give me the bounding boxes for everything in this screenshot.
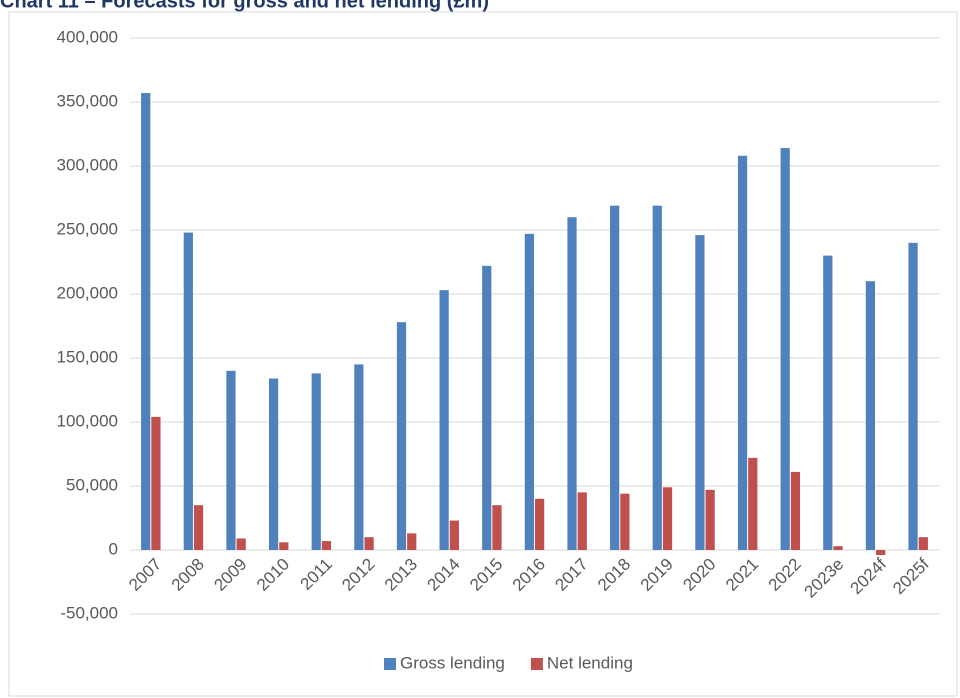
- bar: [610, 205, 620, 550]
- bar: [236, 538, 246, 550]
- x-tick-label: 2022: [765, 555, 805, 595]
- y-tick-label: 150,000: [57, 347, 118, 366]
- bar: [737, 155, 748, 550]
- x-tick-label: 2008: [168, 555, 208, 595]
- bar: [183, 232, 193, 550]
- x-tick-label: 2011: [297, 555, 336, 594]
- chart-frame: [8, 11, 958, 697]
- bar: [354, 364, 364, 550]
- x-tick-label: 2017: [551, 555, 591, 595]
- x-tick-label: 2015: [466, 555, 506, 595]
- bar: [780, 148, 790, 550]
- x-tick-label: 2021: [722, 555, 762, 595]
- x-tick-label: 2020: [679, 555, 719, 595]
- bar: [567, 217, 577, 550]
- bar: [268, 378, 279, 550]
- bar: [193, 505, 204, 550]
- bar: [695, 235, 705, 550]
- bar: [321, 541, 332, 550]
- bar: [279, 542, 289, 550]
- x-tick-label: 2019: [637, 555, 677, 595]
- x-tick-label: 2025f: [889, 554, 933, 598]
- bar: [311, 373, 321, 550]
- legend-label: Gross lending: [400, 653, 505, 672]
- bar: [748, 457, 758, 550]
- bar: [705, 489, 715, 550]
- x-tick-label: 2018: [594, 555, 634, 595]
- y-tick-label: 0: [109, 539, 118, 558]
- y-tick-label: 250,000: [57, 219, 118, 238]
- bar: [620, 493, 630, 550]
- bar: [918, 537, 928, 550]
- x-tick-label: 2009: [210, 555, 250, 595]
- x-tick-label: 2023e: [801, 555, 848, 602]
- bar: [396, 322, 407, 550]
- x-tick-label: 2013: [381, 555, 421, 595]
- y-tick-label: 300,000: [57, 155, 118, 174]
- y-tick-label: 400,000: [57, 27, 118, 46]
- x-tick-label: 2016: [509, 555, 549, 595]
- bar: [577, 492, 587, 550]
- y-tick-label: 200,000: [57, 283, 118, 302]
- y-tick-label: -50,000: [60, 603, 118, 622]
- bar: [790, 471, 801, 550]
- chart-title: Chart 11 – Forecasts for gross and net l…: [0, 0, 489, 12]
- bar: [876, 550, 886, 556]
- bar: [226, 370, 236, 550]
- bar: [449, 520, 459, 550]
- bar: [151, 416, 161, 550]
- y-tick-label: 100,000: [57, 411, 118, 430]
- bar: [407, 533, 417, 550]
- bar: [141, 93, 151, 550]
- bar: [524, 233, 534, 550]
- y-tick-label: 350,000: [57, 91, 118, 110]
- legend-label: Net lending: [547, 653, 633, 672]
- y-tick-label: 50,000: [66, 475, 118, 494]
- legend-swatch: [530, 658, 543, 670]
- legend-swatch: [384, 658, 396, 670]
- bar: [652, 205, 662, 550]
- bar: [662, 487, 673, 550]
- bar: [482, 265, 492, 550]
- bar: [439, 290, 449, 550]
- bar: [492, 505, 502, 550]
- x-tick-label: 2012: [338, 555, 378, 595]
- bar: [833, 546, 843, 550]
- x-tick-label: 2024f: [847, 554, 891, 598]
- bar: [823, 255, 833, 550]
- x-tick-label: 2007: [125, 555, 165, 595]
- bar: [364, 537, 374, 550]
- bar: [908, 242, 918, 551]
- bar: [535, 498, 545, 550]
- x-tick-label: 2010: [253, 555, 293, 595]
- bar: [865, 281, 876, 550]
- x-tick-label: 2014: [424, 555, 464, 595]
